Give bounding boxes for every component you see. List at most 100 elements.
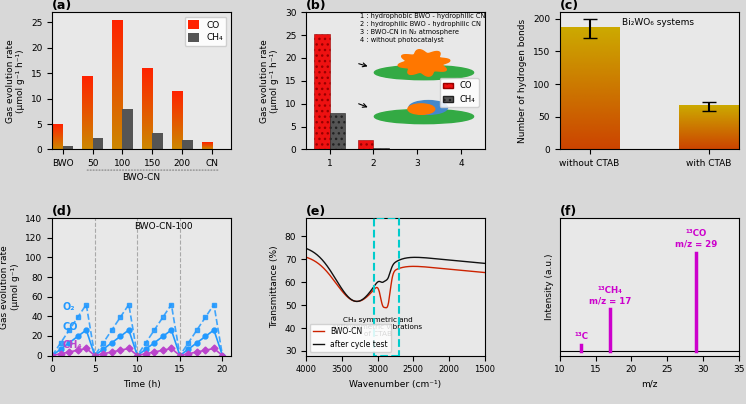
O₂ xyxy=(210,302,219,307)
after cycle test xyxy=(480,261,489,266)
O₂ xyxy=(65,328,74,332)
CH₄ xyxy=(175,353,184,358)
Line: BWO-CN: BWO-CN xyxy=(306,257,485,308)
CO xyxy=(73,334,82,339)
CO xyxy=(90,353,99,358)
CH₄ xyxy=(82,346,91,351)
O₂ xyxy=(150,328,159,332)
O₂ xyxy=(98,340,107,345)
BWO-CN xyxy=(480,270,489,275)
CH₄ xyxy=(90,353,99,358)
O₂ xyxy=(56,340,65,345)
CH₄ xyxy=(73,348,82,353)
O₂ xyxy=(107,328,116,332)
CO xyxy=(201,334,210,339)
Bar xyxy=(374,218,399,356)
Text: ¹³CO
m/z = 29: ¹³CO m/z = 29 xyxy=(674,229,717,248)
after cycle test xyxy=(366,288,375,293)
after cycle test xyxy=(377,280,386,284)
Legend: BWO-CN, after cycle test: BWO-CN, after cycle test xyxy=(310,324,391,352)
CH₄ xyxy=(141,351,150,356)
Legend: CO, CH₄: CO, CH₄ xyxy=(184,17,227,46)
O₂ xyxy=(48,353,57,358)
Text: (b): (b) xyxy=(306,0,327,12)
BWO-CN xyxy=(469,269,478,274)
after cycle test xyxy=(372,281,380,286)
Text: 1 : hydrophobic BWO - hydrophilic CN
2 : hydrophilic BWO - hydrophilic CN
3 : BW: 1 : hydrophobic BWO - hydrophilic CN 2 :… xyxy=(360,13,485,44)
CO xyxy=(98,347,107,351)
BWO-CN xyxy=(366,291,375,296)
CH₄ xyxy=(201,348,210,353)
CO xyxy=(218,353,227,358)
CO xyxy=(141,347,150,351)
O₂ xyxy=(82,302,91,307)
O₂ xyxy=(90,353,99,358)
CO xyxy=(125,328,134,332)
CO xyxy=(116,334,125,339)
O₂ xyxy=(175,353,184,358)
Bar xyxy=(374,148,389,149)
CH₄ xyxy=(218,353,227,358)
Y-axis label: Gas evolution rate
(μmol g⁻¹): Gas evolution rate (μmol g⁻¹) xyxy=(0,245,19,329)
Y-axis label: Transmittance (%): Transmittance (%) xyxy=(270,246,279,328)
CO xyxy=(184,347,193,351)
Bar xyxy=(122,109,133,149)
CH₄ xyxy=(48,353,57,358)
CH₄ xyxy=(65,349,74,354)
O₂ xyxy=(141,340,150,345)
X-axis label: m/z: m/z xyxy=(641,380,657,389)
Bar xyxy=(152,133,163,149)
CO xyxy=(48,353,57,358)
CH₄ xyxy=(125,346,134,351)
BWO-CN xyxy=(382,305,391,310)
after cycle test xyxy=(469,260,478,265)
CH₄ xyxy=(107,349,116,354)
CH₄ xyxy=(116,348,125,353)
Text: O₂: O₂ xyxy=(63,302,75,312)
O₂ xyxy=(218,353,227,358)
X-axis label: Wavenumber (cm⁻¹): Wavenumber (cm⁻¹) xyxy=(349,380,442,389)
O₂ xyxy=(167,302,176,307)
O₂ xyxy=(73,315,82,320)
Text: (c): (c) xyxy=(560,0,579,12)
CO xyxy=(175,353,184,358)
Text: (d): (d) xyxy=(52,205,73,218)
CH₄ xyxy=(158,348,167,353)
Y-axis label: Number of hydrogen bonds: Number of hydrogen bonds xyxy=(518,19,527,143)
O₂ xyxy=(125,302,134,307)
Legend: CO, CH₄: CO, CH₄ xyxy=(439,78,479,107)
CO xyxy=(192,340,201,345)
CH₄ xyxy=(167,346,176,351)
CO xyxy=(210,328,219,332)
Text: (f): (f) xyxy=(560,205,577,218)
CO xyxy=(107,340,116,345)
CH₄ xyxy=(192,349,201,354)
after cycle test xyxy=(326,269,335,274)
CH₄ xyxy=(184,351,193,356)
O₂ xyxy=(116,315,125,320)
Line: CH₄: CH₄ xyxy=(50,346,225,358)
CO xyxy=(65,340,74,345)
Bar xyxy=(314,34,330,149)
Text: BWO-CN-100: BWO-CN-100 xyxy=(134,222,192,231)
O₂ xyxy=(184,340,193,345)
Text: (a): (a) xyxy=(52,0,72,12)
CO xyxy=(133,353,142,358)
Y-axis label: Intensity (a.u.): Intensity (a.u.) xyxy=(545,254,554,320)
Bar xyxy=(93,138,103,149)
CH₄ xyxy=(150,349,159,354)
after cycle test xyxy=(301,246,310,251)
BWO-CN xyxy=(372,285,380,290)
BWO-CN xyxy=(326,274,335,278)
after cycle test xyxy=(345,295,354,300)
BWO-CN xyxy=(301,255,310,260)
CH₄ xyxy=(133,353,142,358)
Text: Bi₂WO₆ systems: Bi₂WO₆ systems xyxy=(622,18,694,27)
after cycle test xyxy=(352,299,361,304)
CO xyxy=(158,334,167,339)
O₂ xyxy=(192,328,201,332)
CH₄ xyxy=(210,346,219,351)
Text: CH₃ symmetric and
antisymmetric vibrations
of CTAB: CH₃ symmetric and antisymmetric vibratio… xyxy=(333,317,422,337)
Bar xyxy=(182,140,192,149)
BWO-CN xyxy=(376,296,385,301)
